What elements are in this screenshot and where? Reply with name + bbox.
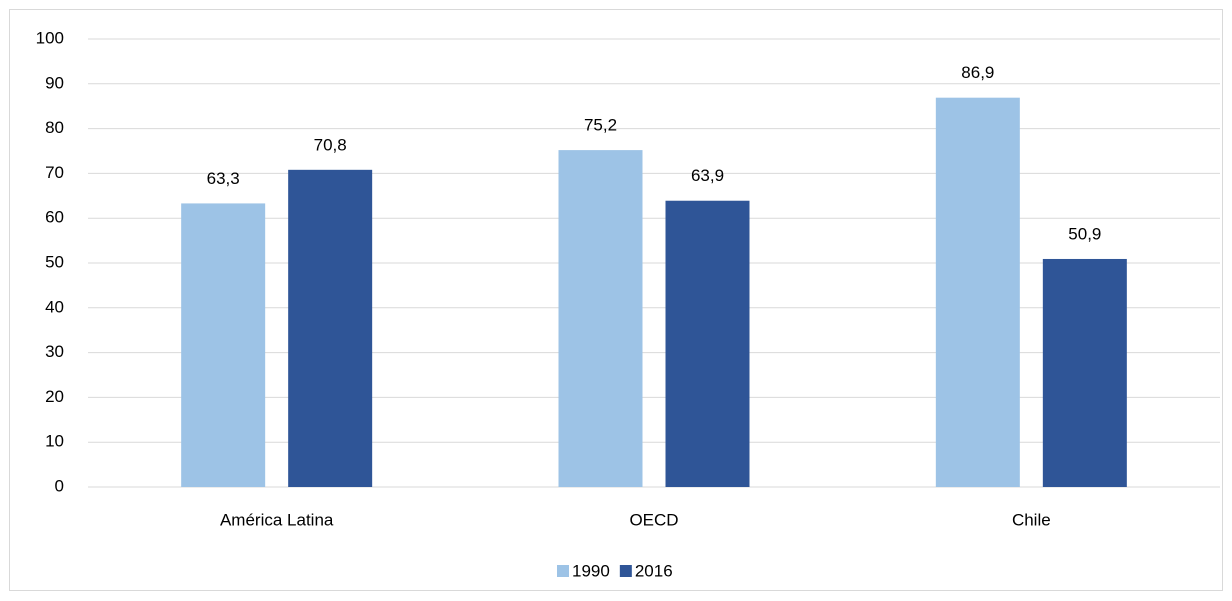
data-label: 63,3 [207, 169, 240, 188]
y-tick-label: 80 [45, 118, 64, 137]
data-label: 75,2 [584, 116, 617, 135]
legend-swatch [557, 565, 569, 577]
bar [665, 200, 750, 487]
data-label: 70,8 [314, 135, 347, 154]
x-tick-label: OECD [629, 510, 678, 529]
bar [935, 97, 1020, 488]
legend-label: 2016 [635, 561, 673, 580]
y-tick-label: 60 [45, 208, 64, 227]
y-tick-label: 30 [45, 342, 64, 361]
y-tick-label: 90 [45, 73, 64, 92]
y-tick-label: 70 [45, 163, 64, 182]
bar [288, 169, 373, 488]
x-tick-label: América Latina [220, 510, 334, 529]
y-tick-label: 50 [45, 252, 64, 271]
data-label: 50,9 [1068, 224, 1101, 243]
y-tick-label: 100 [36, 28, 64, 47]
legend-swatch [619, 565, 632, 577]
y-tick-label: 40 [45, 297, 64, 316]
y-tick-label: 0 [55, 476, 64, 495]
legend-label: 1990 [572, 561, 610, 580]
bar [1042, 258, 1127, 487]
bar [558, 150, 643, 487]
data-label: 63,9 [691, 166, 724, 185]
x-tick-label: Chile [1012, 510, 1051, 529]
y-tick-label: 10 [45, 432, 64, 451]
y-tick-label: 20 [45, 387, 64, 406]
bar [181, 203, 266, 487]
data-label: 86,9 [961, 63, 994, 82]
